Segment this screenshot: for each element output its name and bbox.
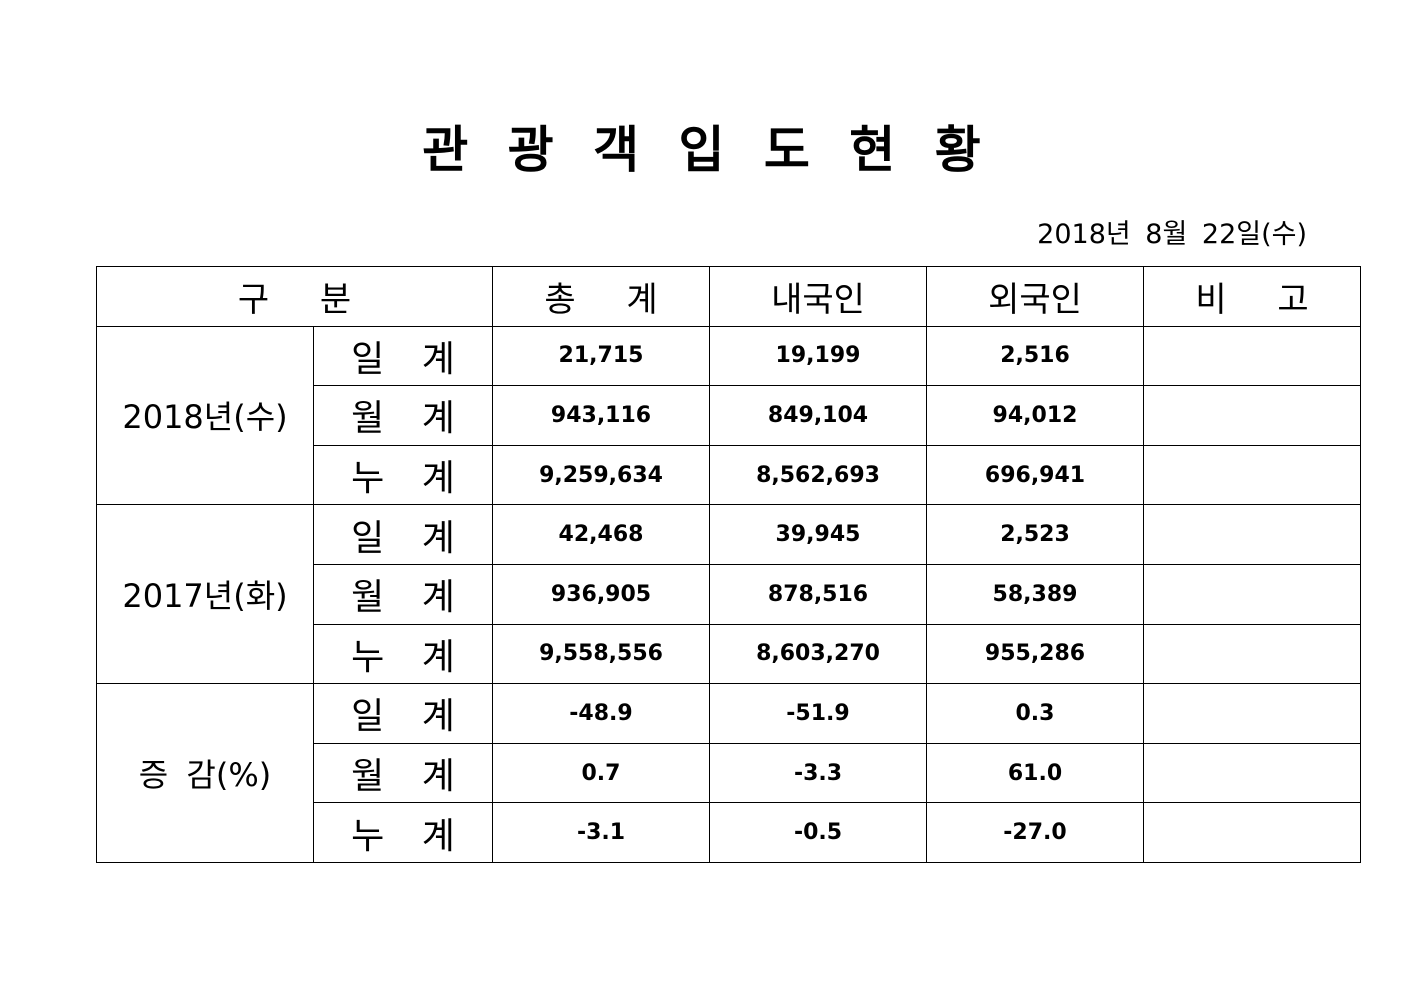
value-cell: 0.7: [492, 742, 710, 804]
row-label: 일 계: [313, 325, 493, 387]
title: 관 광 객 입 도 현 황: [422, 121, 981, 179]
data-row: 누 계 9,259,634 8,562,693 696,941: [97, 444, 1361, 506]
value-cell: 39,945: [709, 504, 927, 565]
row-label: 월 계: [313, 385, 493, 446]
remark-cell: [1143, 742, 1361, 804]
data-row: 누 계 9,558,556 8,603,270 955,286: [97, 623, 1361, 685]
value-cell: 21,715: [492, 325, 710, 387]
group-label: 증 감(%): [96, 683, 314, 863]
row-label: 누 계: [313, 623, 493, 685]
value-cell: 955,286: [926, 623, 1144, 685]
remark-cell: [1143, 325, 1361, 387]
value-cell: 94,012: [926, 385, 1144, 446]
value-cell: 849,104: [709, 385, 927, 446]
data-row: 2018년(수) 일 계 21,715 19,199 2,516: [96, 325, 1361, 506]
header-cell: 내국인: [709, 266, 927, 327]
data-row: 월 계 0.7 -3.3 61.0: [97, 742, 1361, 804]
value-cell: 2,523: [926, 504, 1144, 565]
date: 2018년 8월 22일(수): [1037, 219, 1307, 250]
value-cell: 8,603,270: [709, 623, 927, 685]
remark-cell: [1143, 623, 1361, 685]
value-cell: 2,516: [926, 325, 1144, 387]
value-cell: 936,905: [492, 563, 710, 625]
value-cell: -0.5: [709, 802, 927, 863]
row-label: 누 계: [313, 802, 493, 863]
value-cell: 0.3: [926, 683, 1144, 744]
value-cell: -48.9: [492, 683, 710, 744]
row-label: 일 계: [313, 683, 493, 744]
remark-cell: [1143, 385, 1361, 446]
group-label: 2017년(화): [96, 504, 314, 685]
header-cell: 구 분: [96, 266, 493, 327]
value-cell: -27.0: [926, 802, 1144, 863]
value-cell: 878,516: [709, 563, 927, 625]
data-row: 누 계 -3.1 -0.5 -27.0: [97, 802, 1361, 863]
remark-cell: [1143, 504, 1361, 565]
value-cell: -3.3: [709, 742, 927, 804]
data-row: 월 계 936,905 878,516 58,389: [97, 563, 1361, 625]
row-label: 월 계: [313, 563, 493, 625]
row-label: 월 계: [313, 742, 493, 804]
value-cell: -51.9: [709, 683, 927, 744]
value-cell: -3.1: [492, 802, 710, 863]
value-cell: 943,116: [492, 385, 710, 446]
header-cell: 비 고: [1143, 266, 1361, 327]
row-label: 누 계: [313, 444, 493, 506]
header-cell: 외국인: [926, 266, 1144, 327]
header-cell: 총 계: [492, 266, 710, 327]
remark-cell: [1143, 683, 1361, 744]
data-row: 증 감(%) 일 계 -48.9 -51.9 0.3: [96, 683, 1361, 863]
remark-cell: [1143, 802, 1361, 863]
remark-cell: [1143, 563, 1361, 625]
data-row: 2017년(화) 일 계 42,468 39,945 2,523: [96, 504, 1361, 685]
group-label: 2018년(수): [96, 325, 314, 506]
value-cell: 9,558,556: [492, 623, 710, 685]
value-cell: 42,468: [492, 504, 710, 565]
value-cell: 696,941: [926, 444, 1144, 506]
value-cell: 19,199: [709, 325, 927, 387]
value-cell: 9,259,634: [492, 444, 710, 506]
remark-cell: [1143, 444, 1361, 506]
value-cell: 61.0: [926, 742, 1144, 804]
row-label: 일 계: [313, 504, 493, 565]
value-cell: 8,562,693: [709, 444, 927, 506]
value-cell: 58,389: [926, 563, 1144, 625]
